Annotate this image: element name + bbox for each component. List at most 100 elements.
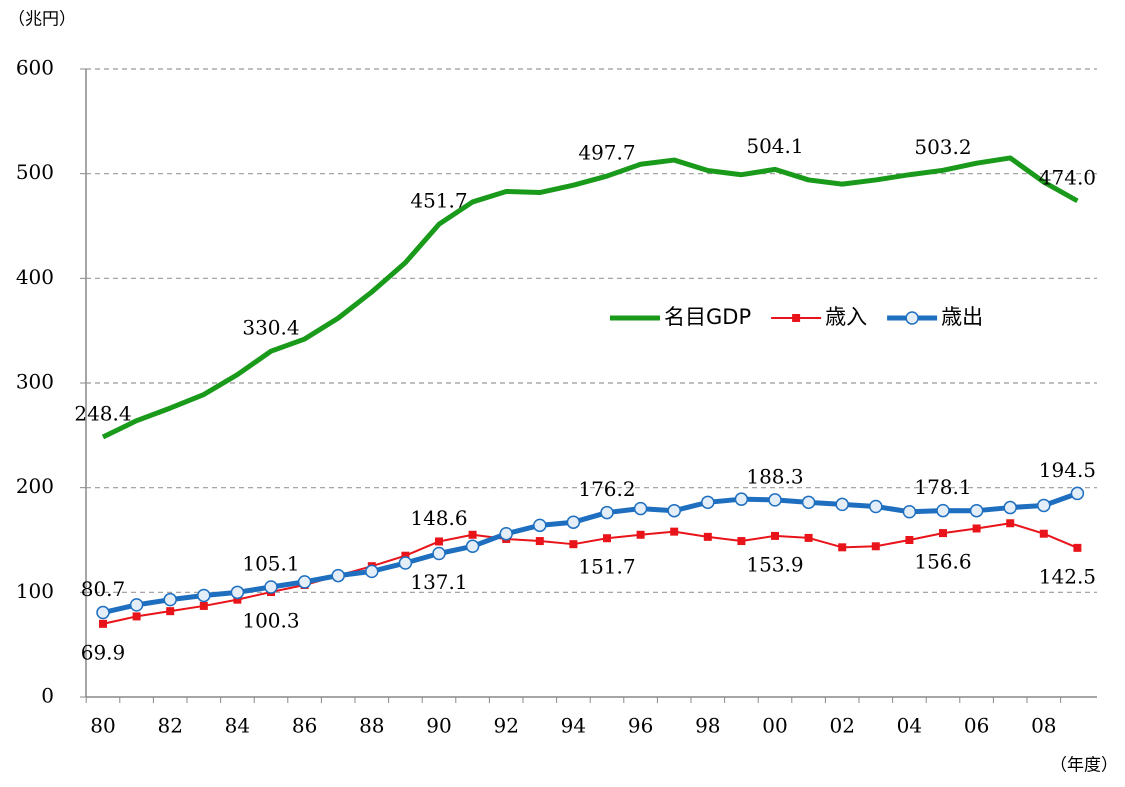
data-label: 100.3 bbox=[242, 609, 299, 633]
data-label: 194.5 bbox=[1039, 458, 1096, 482]
legend-label: 歳出 bbox=[941, 305, 983, 329]
point bbox=[902, 504, 917, 519]
point bbox=[835, 497, 849, 512]
point bbox=[636, 530, 645, 539]
x-tick-label: 98 bbox=[695, 714, 720, 738]
x-tick-label: 06 bbox=[964, 714, 989, 738]
point bbox=[435, 537, 443, 546]
point bbox=[972, 524, 981, 533]
x-unit: （年度） bbox=[1050, 756, 1118, 776]
y-unit: （兆円） bbox=[8, 10, 76, 30]
point bbox=[1039, 529, 1048, 538]
point bbox=[96, 605, 110, 620]
point bbox=[432, 546, 446, 561]
data-label: 105.1 bbox=[242, 551, 299, 575]
x-tick-label: 86 bbox=[292, 714, 317, 738]
point bbox=[768, 493, 782, 507]
y-tick-label: 300 bbox=[16, 370, 54, 394]
y-tick-label: 0 bbox=[41, 684, 54, 708]
x-tick-label: 84 bbox=[225, 714, 250, 738]
point bbox=[1006, 519, 1015, 528]
point bbox=[569, 540, 578, 549]
point bbox=[264, 580, 278, 594]
data-label: 151.7 bbox=[578, 555, 635, 579]
data-label: 153.9 bbox=[746, 552, 803, 576]
point bbox=[566, 515, 581, 529]
point bbox=[701, 495, 715, 510]
point bbox=[129, 598, 144, 612]
point bbox=[197, 588, 211, 603]
point bbox=[398, 556, 413, 570]
point bbox=[969, 503, 984, 518]
data-label: 142.5 bbox=[1039, 564, 1096, 588]
x-tick-label: 92 bbox=[493, 714, 518, 738]
point bbox=[871, 542, 880, 551]
x-tick-label: 90 bbox=[426, 714, 451, 738]
x-tick-label: 88 bbox=[359, 714, 384, 738]
point bbox=[667, 503, 681, 518]
point bbox=[905, 536, 914, 544]
legend-marker bbox=[905, 311, 919, 325]
data-label: 474.0 bbox=[1039, 165, 1096, 189]
data-label: 156.6 bbox=[914, 550, 971, 574]
point bbox=[603, 534, 611, 543]
data-label: 451.7 bbox=[410, 189, 467, 213]
point bbox=[1003, 500, 1017, 515]
point bbox=[1073, 543, 1082, 552]
point bbox=[401, 551, 410, 560]
point bbox=[936, 503, 950, 518]
point bbox=[804, 533, 813, 542]
point bbox=[869, 499, 883, 514]
series-line bbox=[101, 155, 1079, 440]
legend-marker bbox=[792, 314, 801, 322]
point bbox=[465, 539, 480, 554]
point bbox=[838, 543, 847, 552]
point bbox=[734, 492, 749, 506]
point bbox=[99, 619, 107, 628]
point bbox=[670, 527, 679, 536]
point bbox=[365, 564, 379, 579]
legend-label: 歳入 bbox=[825, 305, 867, 329]
point bbox=[600, 505, 614, 520]
point bbox=[297, 575, 312, 589]
data-label: 503.2 bbox=[914, 135, 971, 159]
point bbox=[331, 568, 345, 583]
point bbox=[468, 530, 477, 539]
point bbox=[801, 495, 816, 510]
series-line bbox=[102, 522, 1078, 625]
data-label: 176.2 bbox=[578, 477, 635, 501]
data-label: 178.1 bbox=[914, 475, 971, 499]
data-label: 248.4 bbox=[74, 402, 131, 426]
point bbox=[535, 537, 544, 546]
data-label: 137.1 bbox=[410, 570, 467, 594]
data-label: 69.9 bbox=[81, 640, 126, 664]
point bbox=[230, 585, 245, 600]
point bbox=[199, 601, 208, 610]
x-tick-label: 96 bbox=[628, 714, 653, 738]
legend-label: 名目GDP bbox=[664, 305, 751, 329]
point bbox=[499, 526, 513, 541]
x-tick-label: 02 bbox=[829, 714, 854, 738]
y-tick-label: 200 bbox=[16, 474, 54, 498]
point bbox=[163, 592, 177, 607]
point bbox=[1037, 498, 1051, 513]
data-label: 80.7 bbox=[81, 577, 126, 601]
point bbox=[771, 531, 779, 540]
point bbox=[939, 529, 947, 538]
point bbox=[1070, 486, 1085, 501]
y-tick-label: 400 bbox=[16, 265, 54, 289]
data-label: 148.6 bbox=[410, 506, 467, 530]
y-tick-label: 600 bbox=[16, 56, 54, 80]
y-tick-label: 100 bbox=[16, 579, 54, 603]
data-label: 330.4 bbox=[242, 316, 299, 340]
point bbox=[633, 501, 648, 516]
point bbox=[737, 537, 746, 546]
point bbox=[533, 518, 547, 533]
point bbox=[703, 532, 712, 541]
point bbox=[166, 607, 175, 616]
point bbox=[233, 595, 242, 604]
y-tick-label: 500 bbox=[16, 160, 54, 184]
x-tick-label: 82 bbox=[157, 714, 182, 738]
data-label: 504.1 bbox=[746, 134, 803, 158]
